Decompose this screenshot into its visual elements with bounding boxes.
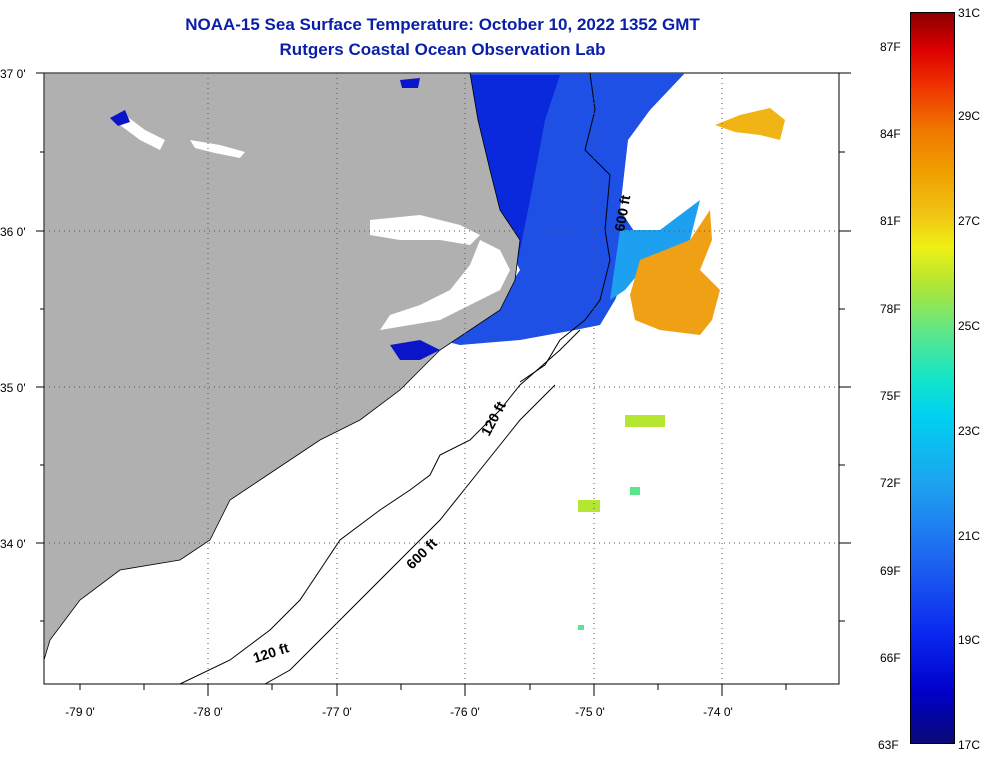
sst-patch (578, 500, 600, 512)
lon-label: -76 0' (450, 705, 480, 719)
colorbar-c-label: 17C (958, 738, 981, 752)
colorbar-f-label: 75F (880, 389, 901, 403)
sst-warm-water-ne (715, 108, 785, 140)
colorbar-c-label: 29C (958, 109, 981, 123)
river-estuary (390, 340, 440, 360)
sst-patch (630, 487, 640, 495)
lat-label: 34 0' (0, 537, 26, 551)
sst-patch (625, 415, 665, 427)
colorbar-c-label: 31C (958, 6, 981, 20)
map-subtitle: Rutgers Coastal Ocean Observation Lab (279, 40, 606, 59)
contour-label: 600 ft (611, 193, 633, 232)
sst-warm-water (630, 210, 720, 335)
isobath-120ft (179, 329, 581, 684)
sst-cyan-edge (610, 200, 700, 300)
axis-ticks (36, 72, 851, 696)
colorbar-c-label: 21C (958, 529, 981, 543)
colorbar-f-label: 78F (880, 302, 901, 316)
lon-label: -77 0' (322, 705, 352, 719)
colorbar-f-label: 81F (880, 214, 901, 228)
colorbar-f-label: 66F (880, 651, 901, 665)
isobath-600ft-north (519, 73, 611, 383)
colorbar-f-label: 69F (880, 564, 901, 578)
pamlico-sound (380, 240, 510, 330)
sst-cool-water-deep (440, 75, 560, 340)
colorbar-c-label: 19C (958, 633, 981, 647)
isobath-600ft-south (264, 384, 556, 684)
river-estuary (400, 78, 420, 88)
colorbar-f-label: 72F (880, 476, 901, 490)
colorbar-f-label: 84F (880, 127, 901, 141)
river-estuary (190, 140, 245, 158)
river-estuary (110, 110, 130, 126)
lon-label: -75 0' (575, 705, 605, 719)
lat-label: 36 0' (0, 225, 26, 239)
lon-label: -78 0' (193, 705, 223, 719)
colorbar-f-label: 63F (878, 738, 899, 752)
river-estuary (120, 115, 165, 150)
colorbar-f-label: 87F (880, 40, 901, 54)
map-title: NOAA-15 Sea Surface Temperature: October… (185, 15, 700, 34)
albemarle-sound (370, 215, 480, 245)
colorbar-c-label: 25C (958, 319, 981, 333)
colorbar-c-label: 27C (958, 214, 981, 228)
temperature-colorbar (910, 12, 955, 744)
lat-label: 35 0' (0, 381, 26, 395)
colorbar-c-label: 23C (958, 424, 981, 438)
lon-label: -74 0' (703, 705, 733, 719)
lon-label: -79 0' (65, 705, 95, 719)
sst-patch (578, 625, 584, 630)
graticule (44, 73, 839, 684)
lat-label: 37 0' (0, 67, 26, 81)
